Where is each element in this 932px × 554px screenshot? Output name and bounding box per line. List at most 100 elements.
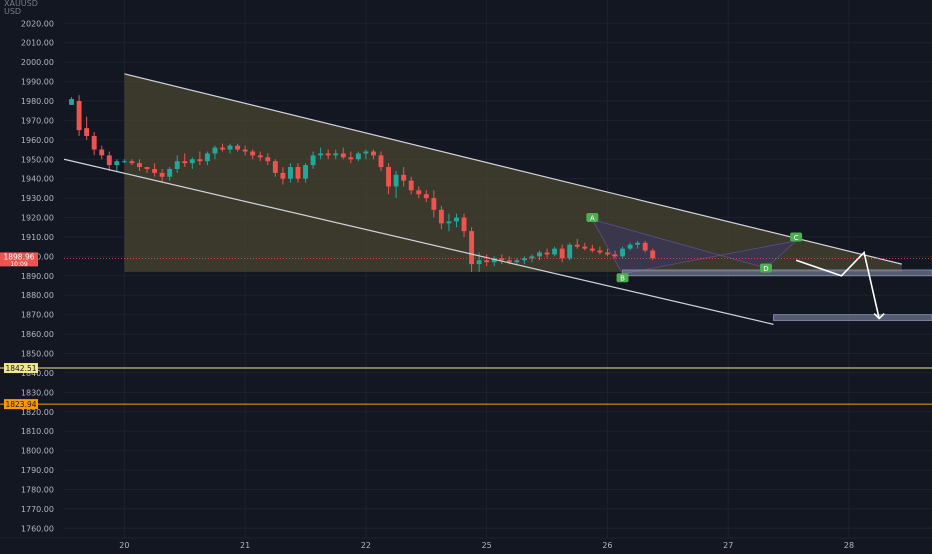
price-tick-label: 1810.00 bbox=[21, 427, 54, 436]
candle bbox=[91, 135, 97, 150]
candle bbox=[386, 167, 392, 187]
candle bbox=[272, 161, 278, 173]
price-tick-label: 1850.00 bbox=[21, 349, 54, 358]
candle bbox=[220, 147, 225, 150]
candle bbox=[144, 167, 150, 169]
candle bbox=[491, 258, 497, 263]
price-tick-label: 1880.00 bbox=[21, 291, 54, 300]
candle bbox=[121, 161, 127, 163]
candle bbox=[84, 128, 90, 136]
candle bbox=[129, 161, 135, 164]
price-tick-label: 1830.00 bbox=[21, 388, 54, 397]
time-tick-label: 25 bbox=[482, 541, 492, 550]
candle bbox=[559, 248, 565, 259]
candle bbox=[476, 260, 482, 265]
time-axis[interactable]: 20 21 22 25 26 27 28 bbox=[0, 537, 932, 550]
price-tick-label: 1790.00 bbox=[21, 466, 54, 475]
candle bbox=[431, 198, 437, 210]
candle bbox=[69, 99, 75, 105]
candle bbox=[106, 155, 112, 166]
price-tick-label: 1980.00 bbox=[21, 97, 54, 106]
candle bbox=[137, 163, 142, 168]
candle bbox=[544, 252, 550, 255]
pattern-point-label: D bbox=[763, 265, 768, 273]
price-tick-label: 1840.00 bbox=[21, 369, 54, 378]
candle bbox=[529, 256, 535, 259]
candle bbox=[257, 155, 263, 158]
price-tick-label: 1890.00 bbox=[21, 272, 54, 281]
symbol-header: XAUUSD USD bbox=[4, 0, 38, 16]
pattern-point-a: A bbox=[586, 213, 599, 223]
time-tick-label: 20 bbox=[119, 541, 129, 550]
pattern-point-label: A bbox=[590, 215, 595, 223]
candle bbox=[604, 252, 610, 255]
candle bbox=[506, 260, 512, 263]
candle bbox=[363, 151, 369, 154]
time-tick-label: 22 bbox=[361, 541, 371, 550]
price-tick-label: 2000.00 bbox=[21, 58, 54, 67]
zone-2 bbox=[773, 314, 932, 321]
candle bbox=[393, 174, 399, 187]
candle bbox=[295, 167, 301, 179]
projection-path bbox=[795, 250, 880, 319]
price-tick-label: 1910.00 bbox=[21, 233, 54, 242]
candle bbox=[514, 260, 520, 263]
candle bbox=[235, 145, 241, 150]
candle bbox=[242, 149, 248, 152]
price-tick-label: 1970.00 bbox=[21, 116, 54, 125]
candle bbox=[76, 100, 82, 131]
candle bbox=[114, 161, 120, 166]
price-tick-label: 1940.00 bbox=[21, 175, 54, 184]
price-tick-label: 1930.00 bbox=[21, 194, 54, 203]
candle bbox=[303, 165, 308, 179]
pattern-point-label: B bbox=[620, 275, 625, 283]
drawings-foreground: A B C D bbox=[0, 73, 932, 405]
candle bbox=[333, 153, 339, 156]
candle bbox=[582, 246, 588, 249]
symbol-label: XAUUSD bbox=[4, 0, 38, 8]
time-tick-label: 27 bbox=[723, 541, 733, 550]
candle bbox=[499, 258, 505, 261]
candle bbox=[378, 155, 384, 168]
price-tick-label: 1960.00 bbox=[21, 136, 54, 145]
candle bbox=[174, 161, 180, 169]
candle bbox=[182, 161, 188, 164]
level-price-tag: 1842.51 bbox=[5, 364, 36, 373]
candle bbox=[650, 250, 656, 259]
candle bbox=[348, 157, 354, 160]
candle bbox=[574, 244, 580, 247]
candle bbox=[620, 248, 625, 257]
level-price-tag-bg bbox=[4, 399, 38, 410]
level-price-tag-bg bbox=[4, 363, 38, 374]
currency-label: USD bbox=[4, 7, 22, 16]
candle bbox=[287, 167, 293, 179]
candles bbox=[69, 95, 656, 272]
price-tick-label: 1800.00 bbox=[21, 447, 54, 456]
candle bbox=[212, 147, 218, 154]
countdown-tag: 10:09 bbox=[10, 261, 27, 268]
price-axis[interactable]: 1760.00 1770.00 1780.00 1790.00 1800.00 1810.… bbox=[0, 0, 64, 538]
candle bbox=[159, 172, 165, 177]
candle bbox=[408, 180, 414, 191]
pattern-point-b: B bbox=[616, 273, 629, 283]
pattern-point-badge bbox=[586, 213, 599, 223]
projection-arrowhead bbox=[873, 312, 885, 320]
pattern-point-badge bbox=[790, 232, 803, 242]
level-price-tag: 1823.94 bbox=[5, 400, 36, 409]
zone-1 bbox=[622, 269, 932, 277]
lower-trendline bbox=[63, 158, 774, 325]
candle bbox=[469, 231, 475, 265]
pattern-point-c: C bbox=[790, 232, 803, 242]
candle bbox=[438, 209, 444, 224]
price-tick-label: 1760.00 bbox=[21, 524, 54, 533]
candle bbox=[401, 174, 407, 181]
candle bbox=[627, 244, 633, 249]
candle bbox=[567, 244, 573, 259]
last-price-tag: 1898.96 bbox=[3, 252, 34, 261]
candle bbox=[446, 221, 452, 224]
pattern-point-badge bbox=[616, 273, 629, 283]
candle bbox=[521, 258, 527, 261]
candle bbox=[197, 159, 203, 162]
